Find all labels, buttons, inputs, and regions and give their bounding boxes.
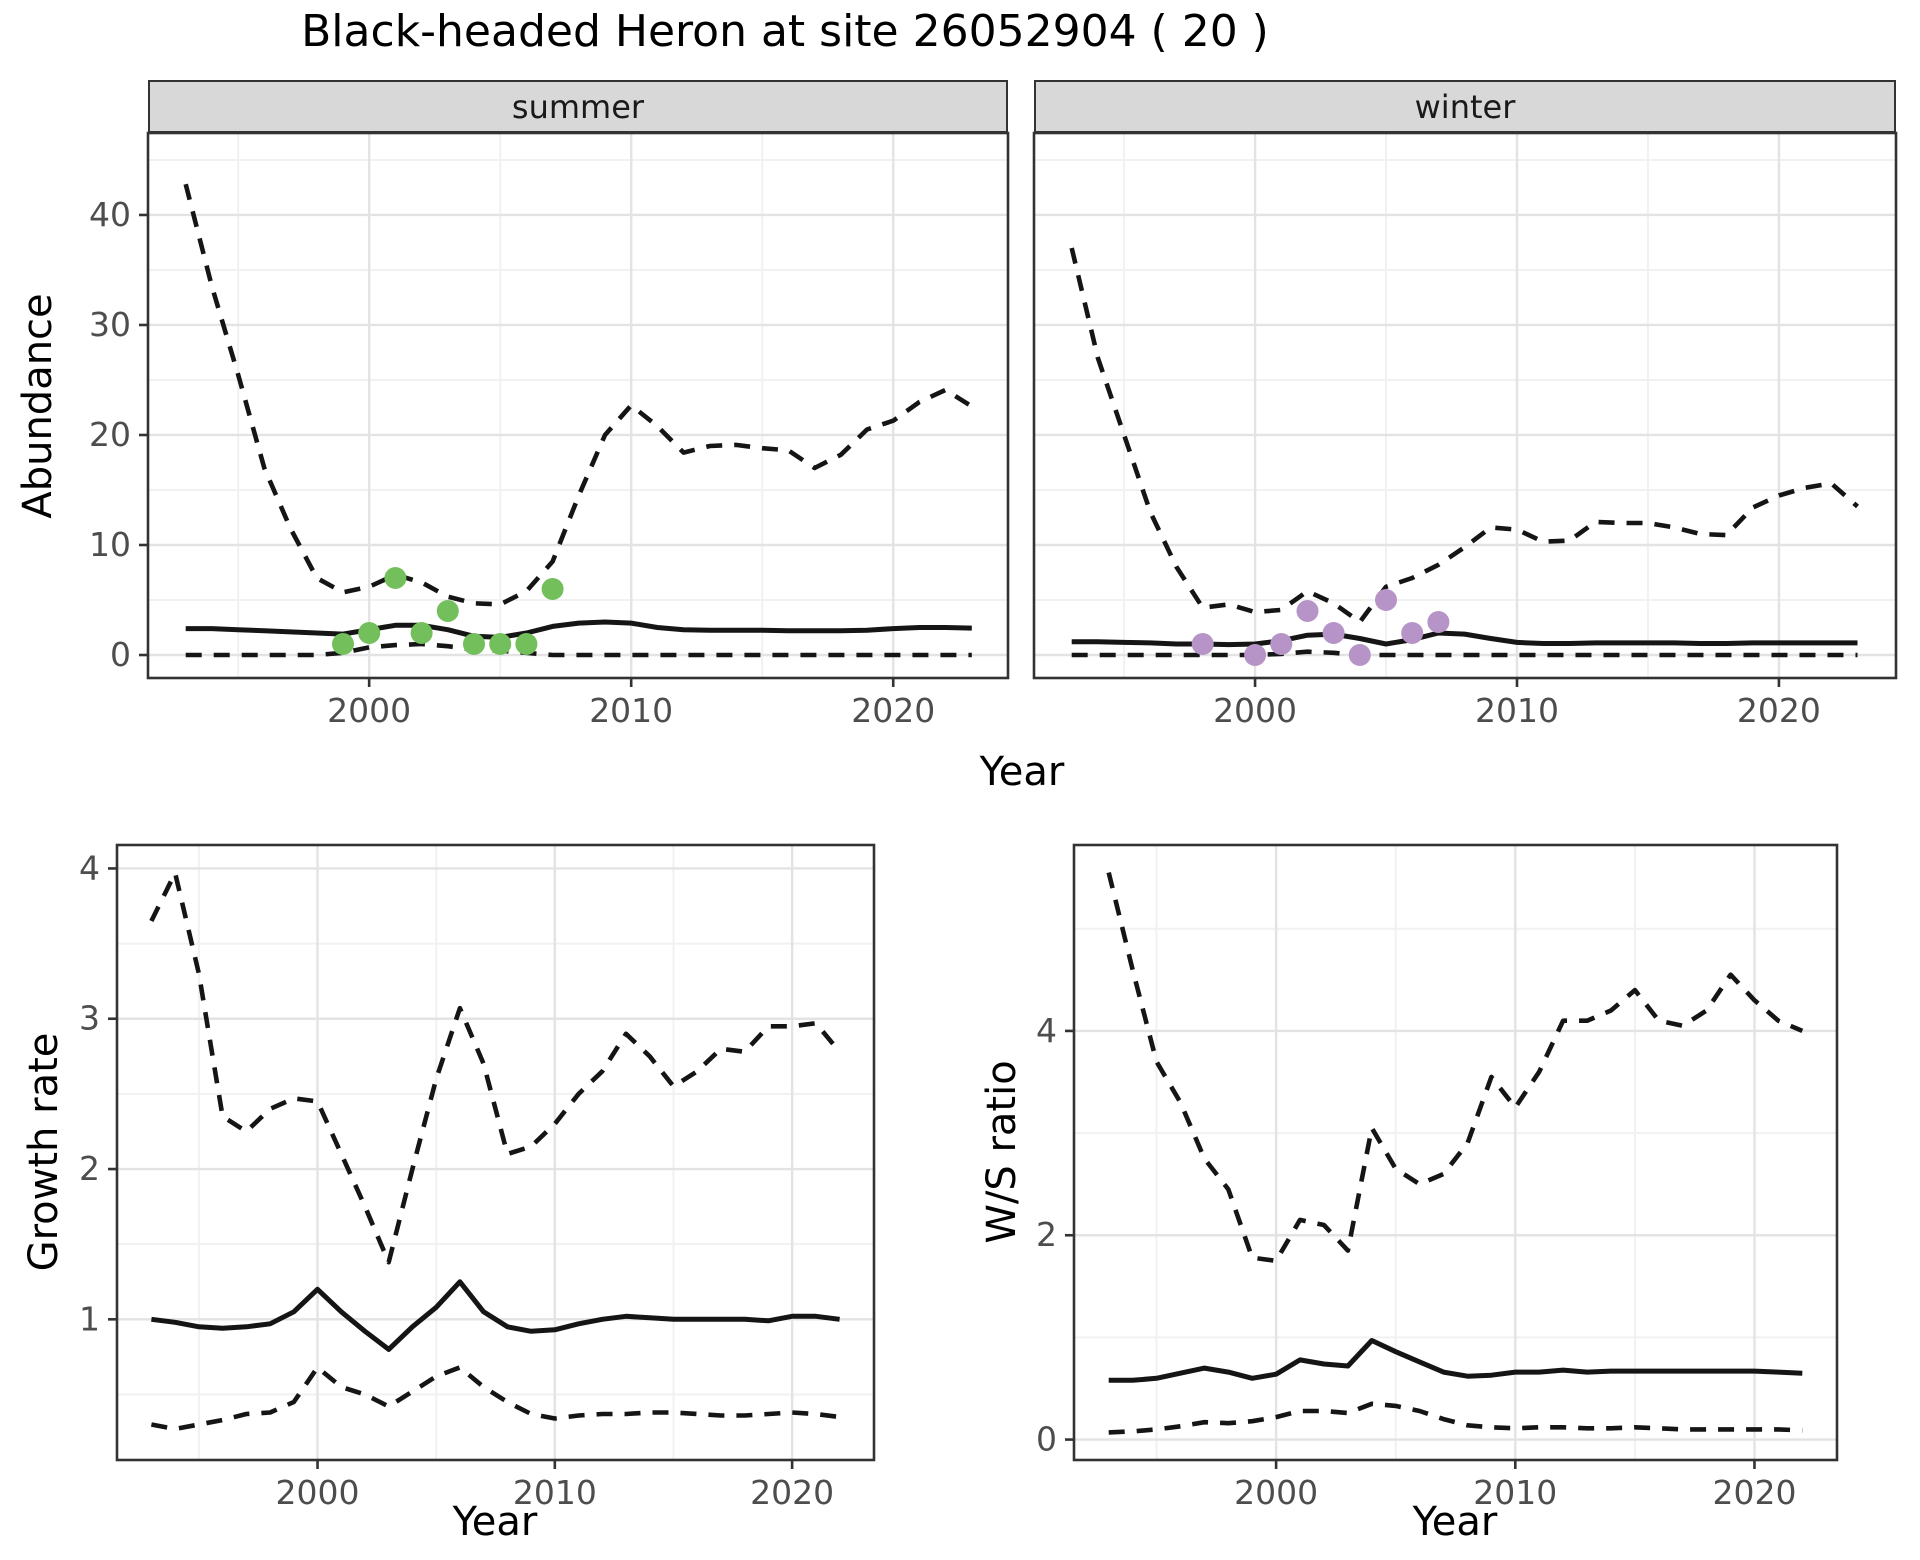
observation-point [384, 567, 407, 589]
y-tick-label: 0 [1036, 1420, 1057, 1459]
panel-growth: 2000 2010 2020 1 2 3 4 [79, 843, 876, 1512]
y-tick-label: 0 [110, 635, 131, 674]
x-tick-label: 2010 [1475, 691, 1559, 730]
facet-strip-winter: winter [1034, 80, 1896, 133]
observation-point [358, 622, 381, 644]
panel-background [1034, 133, 1896, 678]
x-axis-title-year-growth: Year [452, 1499, 538, 1545]
observation-point [515, 633, 538, 655]
x-axis-title-year-ws: Year [1412, 1499, 1498, 1545]
panel-background [1074, 845, 1837, 1460]
panel-winter: 2000 2010 2020 [1032, 131, 1898, 730]
summer-upper_ci-line [183, 183, 974, 607]
observation-point [1322, 622, 1345, 644]
winter-observation-points [1191, 589, 1450, 666]
page-title: Black-headed Heron at site 26052904 ( 20… [301, 6, 1269, 57]
ws-upper_ci-line [1106, 872, 1804, 1264]
y-tick-label: 40 [89, 195, 131, 234]
growth-lower_ci-line [150, 1365, 840, 1432]
y-tick-label: 20 [89, 415, 131, 454]
panel-background [117, 845, 874, 1460]
winter-lower_ci-line [1071, 649, 1858, 658]
observation-point [332, 633, 354, 655]
ws-median-line [1108, 1338, 1803, 1383]
ws-lower_ci-line [1108, 1401, 1803, 1435]
y-tick-label: 1 [79, 1299, 100, 1338]
panel-ws: 2000 2010 2020 0 2 4 [1036, 843, 1839, 1512]
growth-median-line [151, 1279, 840, 1352]
observation-point [541, 578, 564, 600]
y-tick-label: 2 [79, 1149, 100, 1188]
y-tick-label: 4 [1036, 1011, 1057, 1050]
observation-point [1270, 633, 1293, 655]
facet-strip-winter-label: winter [1414, 87, 1516, 126]
panel-summer: 2000 2010 2020 0 10 20 30 40 [89, 131, 1010, 730]
observation-point [1296, 600, 1319, 622]
x-tick-label: 2000 [276, 1473, 360, 1512]
y-tick-label: 3 [79, 999, 100, 1038]
x-tick-label: 2020 [851, 691, 935, 730]
panel-border [1032, 131, 1898, 680]
x-tick-label: 2000 [327, 691, 411, 730]
panel-border [115, 843, 876, 1462]
observation-point [436, 600, 459, 622]
y-axis-title-ws-ratio: W/S ratio [979, 1060, 1025, 1244]
y-axis-title-abundance: Abundance [15, 293, 61, 519]
observation-point [410, 622, 433, 644]
x-tick-label: 2010 [513, 1473, 597, 1512]
growth-upper_ci-line [149, 870, 842, 1265]
observation-point [1401, 622, 1424, 644]
panel-background [148, 133, 1008, 678]
x-tick-label: 2020 [1737, 691, 1821, 730]
summer-median-line [185, 619, 972, 640]
y-tick-label: 30 [89, 305, 131, 344]
y-tick-label: 2 [1036, 1215, 1057, 1254]
observation-point [1191, 633, 1214, 655]
facet-strip-summer: summer [148, 80, 1008, 133]
summer-lower_ci-line [185, 641, 972, 658]
panel-border [1072, 843, 1839, 1462]
x-tick-label: 2020 [1712, 1473, 1796, 1512]
observation-point [463, 633, 485, 655]
observation-point [1244, 644, 1267, 666]
y-tick-label: 10 [89, 525, 131, 564]
y-tick-label: 4 [79, 848, 100, 887]
observation-point [1348, 644, 1371, 666]
x-tick-label: 2000 [1213, 691, 1297, 730]
observation-point [1375, 589, 1397, 611]
x-tick-label: 2010 [1473, 1473, 1557, 1512]
y-axis-title-growth-rate: Growth rate [21, 1032, 67, 1272]
facet-strip-summer-label: summer [511, 87, 645, 126]
x-axis-title-year-top: Year [979, 749, 1065, 795]
x-tick-label: 2000 [1234, 1473, 1318, 1512]
panel-border [146, 131, 1010, 680]
summer-observation-points [332, 567, 564, 655]
observation-point [489, 633, 512, 655]
observation-point [1427, 611, 1450, 633]
x-tick-label: 2020 [750, 1473, 834, 1512]
x-tick-label: 2010 [589, 691, 673, 730]
